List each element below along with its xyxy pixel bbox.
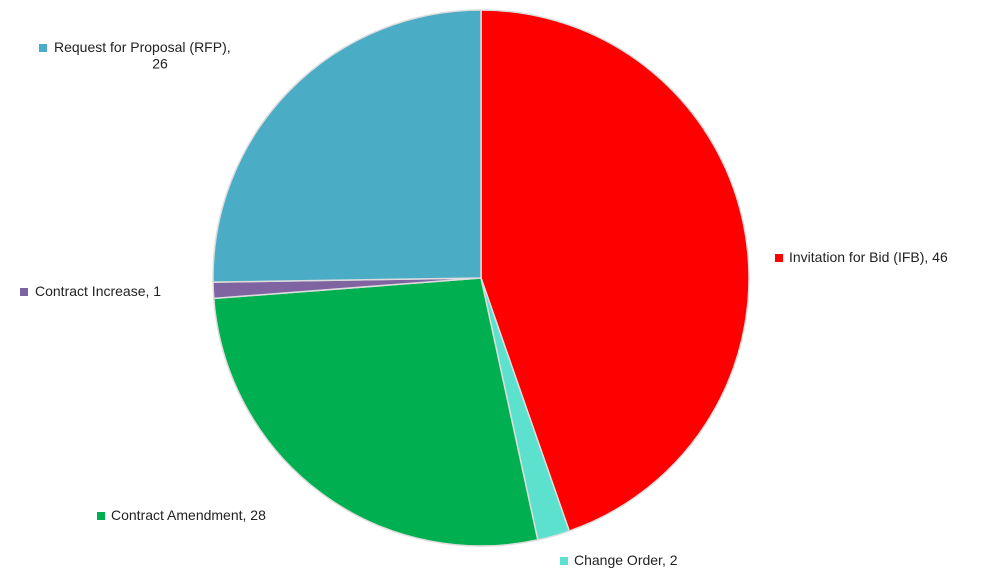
legend-swatch	[775, 254, 783, 262]
label-category: Change Order	[574, 552, 663, 568]
label-value: 28	[250, 507, 266, 523]
pie-slice	[212, 9, 482, 283]
label-separator: ,	[662, 552, 670, 568]
legend-swatch	[97, 512, 105, 520]
label-value: 1	[153, 283, 161, 299]
legend-swatch	[20, 288, 28, 296]
slice-label: Invitation for Bid (IFB), 46	[789, 249, 948, 265]
pie-slice	[480, 9, 750, 533]
label-value: 2	[670, 552, 678, 568]
label-category: Invitation for Bid (IFB)	[789, 249, 924, 265]
label-category: Contract Increase	[35, 283, 146, 299]
label-separator: ,	[146, 283, 154, 299]
legend-swatch	[39, 44, 47, 52]
slice-label: Change Order, 2	[574, 552, 678, 568]
label-separator: ,	[243, 507, 251, 523]
slice-label: Contract Increase, 1	[35, 283, 161, 299]
label-category: Request for Proposal (RFP)	[54, 39, 227, 55]
label-separator: ,	[924, 249, 932, 265]
label-separator: ,	[227, 39, 231, 55]
pie-slice	[212, 277, 539, 547]
slice-label: Contract Amendment, 28	[111, 507, 266, 523]
legend-swatch	[560, 557, 568, 565]
label-category: Contract Amendment	[111, 507, 243, 523]
slice-label: Request for Proposal (RFP),	[54, 39, 231, 55]
label-value: 26	[152, 56, 168, 72]
label-value: 46	[932, 249, 948, 265]
